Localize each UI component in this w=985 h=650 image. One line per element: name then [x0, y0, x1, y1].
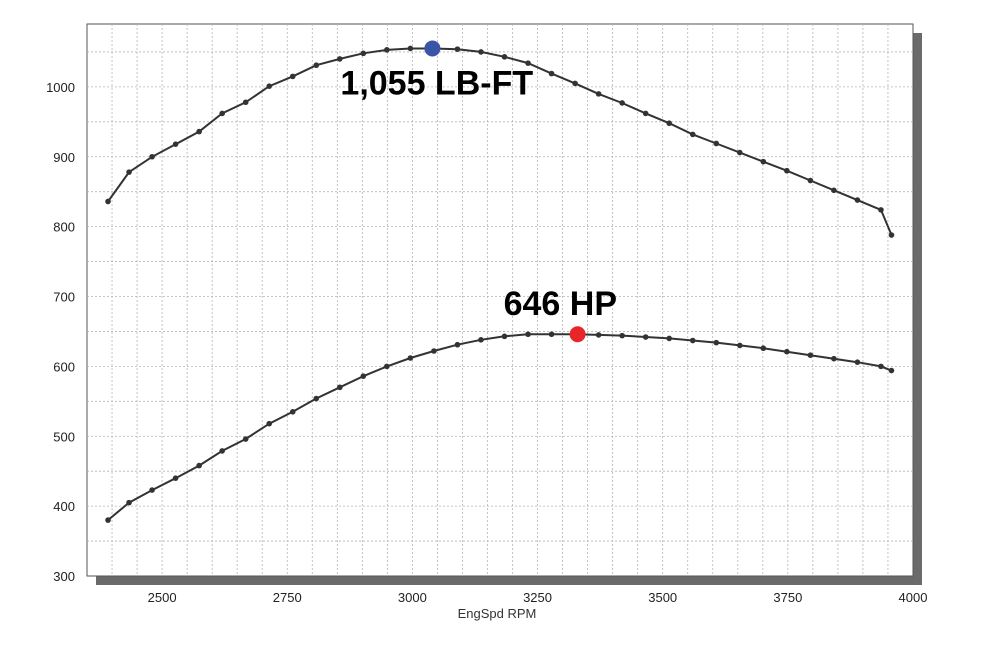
data-point [289, 408, 296, 415]
data-point [289, 73, 296, 80]
data-point [360, 50, 367, 57]
data-point [713, 339, 720, 346]
data-point [266, 83, 273, 89]
data-point [172, 141, 179, 147]
data-point [854, 359, 861, 365]
y-tick-label: 600 [53, 359, 75, 374]
data-point [454, 341, 461, 348]
peak-marker [424, 40, 441, 57]
data-point [878, 363, 884, 370]
data-point [126, 169, 132, 175]
data-point [407, 45, 414, 52]
x-tick-label: 3250 [523, 590, 552, 605]
data-point [666, 335, 673, 342]
data-point [337, 56, 343, 62]
plot-area [86, 23, 914, 577]
data-point [572, 80, 578, 87]
annotations: 1,055 LB-FT 646 HP [340, 40, 617, 343]
data-point [548, 331, 555, 338]
data-point [266, 420, 273, 427]
data-point [501, 333, 508, 340]
data-point [172, 475, 179, 481]
data-point [713, 140, 720, 147]
data-point [454, 46, 461, 52]
data-point [126, 499, 132, 506]
data-point [219, 448, 225, 454]
data-point [196, 128, 202, 135]
x-tick-labels: 2500 2750 3000 3250 3500 3750 4000 [148, 590, 928, 605]
y-tick-labels: 300 400 500 600 700 800 900 1000 [46, 80, 75, 584]
x-tick-label: 3750 [773, 590, 802, 605]
y-tick-label: 800 [53, 220, 75, 235]
data-point [689, 131, 696, 138]
x-tick-label: 2500 [148, 590, 177, 605]
data-point [337, 384, 343, 391]
data-point [760, 345, 767, 352]
data-point [854, 197, 861, 203]
data-point [313, 395, 320, 402]
data-point [784, 348, 790, 355]
data-point [619, 100, 625, 106]
data-point [619, 332, 625, 339]
data-point [888, 367, 895, 374]
x-tick-label: 3500 [648, 590, 677, 605]
data-point [384, 363, 390, 370]
y-tick-label: 1000 [46, 80, 75, 95]
data-point [878, 207, 884, 213]
data-point [595, 332, 602, 338]
data-point [642, 110, 649, 117]
x-tick-label: 3000 [398, 590, 427, 605]
grid [87, 24, 913, 576]
data-point [242, 99, 249, 106]
data-point [807, 352, 814, 359]
data-point [548, 70, 555, 77]
data-point [478, 337, 484, 343]
data-point [525, 331, 531, 338]
data-point [384, 47, 390, 53]
y-tick-label: 500 [53, 429, 75, 444]
data-point [807, 177, 814, 184]
data-point [407, 355, 414, 361]
y-tick-label: 300 [53, 569, 75, 584]
data-point [242, 436, 249, 442]
y-tick-label: 700 [53, 290, 75, 305]
data-point [219, 110, 225, 117]
y-tick-label: 900 [53, 150, 75, 165]
data-point [642, 334, 649, 340]
data-point [196, 462, 202, 469]
peak-label: 646 HP [504, 285, 617, 323]
data-point [736, 149, 743, 156]
data-point [736, 342, 743, 349]
data-point [105, 517, 111, 523]
data-point [595, 91, 602, 97]
data-point [784, 167, 790, 174]
data-point [105, 198, 111, 205]
data-point [501, 54, 508, 60]
data-point [149, 487, 155, 493]
y-tick-label: 400 [53, 499, 75, 514]
data-point [478, 49, 484, 55]
data-point [888, 232, 895, 238]
data-point [360, 373, 367, 379]
data-point [831, 355, 837, 362]
data-point [689, 337, 696, 344]
data-point [831, 187, 837, 194]
data-point [431, 348, 437, 354]
data-point [313, 62, 320, 69]
data-point [525, 60, 531, 66]
data-point [760, 158, 767, 165]
x-axis-title: EngSpd RPM [458, 606, 537, 621]
x-tick-label: 2750 [273, 590, 302, 605]
x-tick-label: 4000 [899, 590, 928, 605]
data-point [149, 153, 155, 160]
data-point [666, 120, 673, 127]
peak-marker [569, 326, 586, 343]
peak-label: 1,055 LB-FT [340, 64, 533, 102]
